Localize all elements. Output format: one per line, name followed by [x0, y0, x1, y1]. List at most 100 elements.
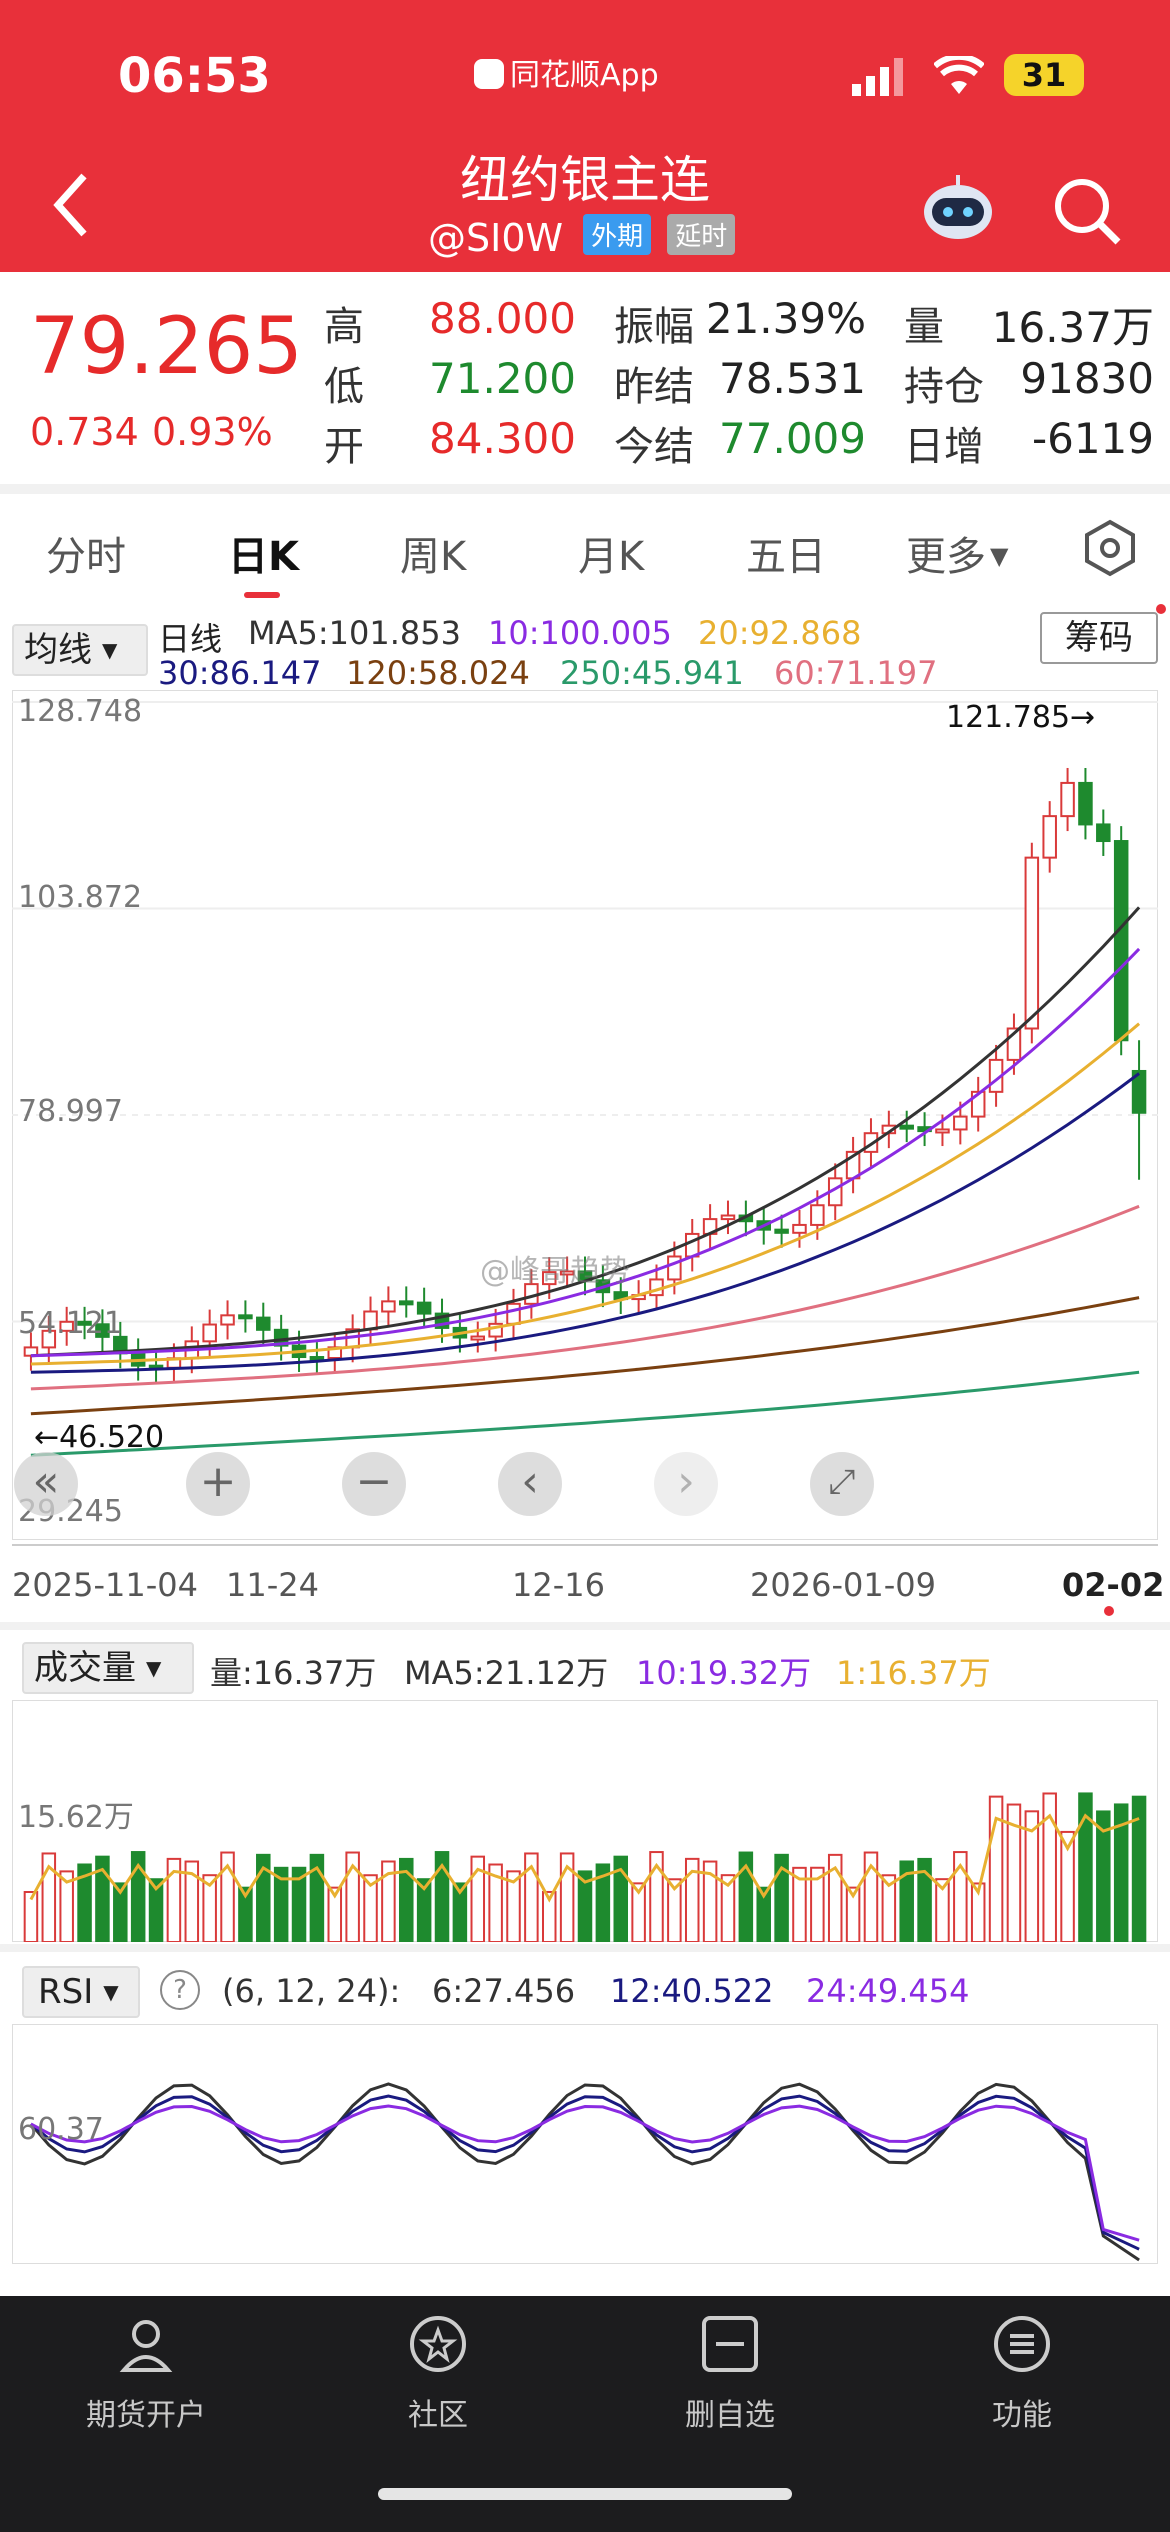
open-interest-value: 91830	[1020, 354, 1154, 403]
zoom-in-button[interactable]: +	[186, 1452, 250, 1516]
candle	[59, 1320, 74, 1332]
volume-bar	[756, 1886, 771, 1942]
tab-five-day[interactable]: 五日	[746, 534, 826, 580]
candle	[899, 1124, 914, 1130]
divider	[0, 1622, 1170, 1630]
x-axis	[12, 1544, 1158, 1546]
rsi6-line	[29, 2082, 1140, 2262]
volume-bar	[1024, 1810, 1040, 1942]
volume-bar	[291, 1866, 307, 1942]
ma30-readout: 30:86.147	[158, 654, 322, 692]
fullscreen-button[interactable]: ⤢	[810, 1452, 874, 1516]
robot-assistant-icon[interactable]	[918, 172, 998, 242]
page-title: 纽约银主连	[460, 151, 710, 209]
rsi-chart[interactable]	[12, 2024, 1158, 2264]
candle	[470, 1335, 486, 1341]
candle	[1078, 781, 1093, 826]
volume-bar	[1006, 1803, 1022, 1942]
caret-down-icon: ▼	[990, 542, 1009, 570]
caret-down-icon: ▼	[146, 1656, 162, 1680]
quote-panel: 79.265 0.734 0.93% 高 88.000 振幅 21.39% 量 …	[0, 272, 1170, 484]
tab-intraday[interactable]: 分时	[46, 534, 126, 580]
candle	[559, 1270, 575, 1276]
volume-chart[interactable]	[12, 1700, 1158, 1942]
scroll-right-button[interactable]: ›	[654, 1452, 718, 1516]
candle	[667, 1255, 682, 1281]
amplitude-value: 21.39%	[705, 294, 866, 343]
tab-weekly-k[interactable]: 周K	[400, 534, 467, 580]
candle	[792, 1223, 807, 1234]
chart-area: 均线 ▼ 日线 MA5:101.853 10:100.005 20:92.868 …	[0, 604, 1170, 2294]
candle	[720, 1214, 736, 1221]
volume-bar	[256, 1853, 271, 1942]
candle	[684, 1232, 700, 1258]
volume-bar	[1131, 1795, 1147, 1942]
tab-daily-k[interactable]: 日K	[228, 534, 299, 580]
amplitude-label: 振幅	[614, 304, 694, 350]
tag-foreign: 外期	[583, 214, 652, 255]
nav-label: 社区	[408, 2398, 468, 2433]
search-icon[interactable]	[1052, 176, 1122, 246]
volume-bar	[416, 1878, 432, 1942]
volume-bar	[309, 1853, 325, 1942]
volume-bar	[452, 1882, 468, 1942]
ma-indicator-label: 均线	[24, 630, 92, 670]
rsi12-line	[29, 2094, 1140, 2251]
open-value: 84.300	[429, 414, 576, 463]
volume-bar	[327, 1886, 343, 1942]
volume-ma5-readout: MA5:21.12万	[404, 1654, 609, 1692]
kline-series-label: 日线	[158, 620, 223, 658]
divider	[0, 1944, 1170, 1952]
candle	[1060, 781, 1075, 818]
rsi-indicator-button[interactable]: RSI ▼	[22, 1966, 140, 2018]
zoom-out-button[interactable]: −	[342, 1452, 406, 1516]
high-value: 88.000	[429, 294, 576, 343]
back-button[interactable]	[46, 170, 96, 240]
volume-indicator-button[interactable]: 成交量 ▼	[22, 1642, 194, 1694]
ma250-readout: 250:45.941	[560, 654, 744, 692]
settings-hex-icon[interactable]	[1080, 518, 1140, 578]
active-tab-indicator	[244, 592, 280, 598]
volume-bar	[470, 1855, 486, 1942]
low-marker-label: ←46.520	[34, 1420, 165, 1455]
today-settle-label: 今结	[614, 424, 694, 470]
ma60-line	[30, 1204, 1140, 1391]
volume-bar	[166, 1857, 182, 1942]
daily-change-value: -6119	[1031, 414, 1154, 463]
battery-level: 31	[1021, 56, 1067, 94]
kline-chart[interactable]	[12, 690, 1158, 1540]
volume-bar	[345, 1851, 360, 1942]
help-icon[interactable]: ?	[160, 1970, 200, 2010]
ma60-readout: 60:71.197	[774, 654, 938, 692]
ma-indicator-button[interactable]: 均线 ▼	[12, 624, 148, 676]
rsi-y-tick: 60.37	[18, 2112, 104, 2147]
volume-bar	[524, 1852, 539, 1942]
candle	[256, 1316, 271, 1331]
low-value: 71.200	[429, 354, 576, 403]
volume-ma-line	[29, 1813, 1140, 1903]
candle	[363, 1310, 378, 1331]
low-label: 低	[324, 364, 364, 410]
volume-bar	[1113, 1803, 1129, 1942]
notification-dot	[1156, 604, 1166, 614]
tab-more-label: 更多	[906, 534, 986, 580]
remove-square-icon	[700, 2314, 760, 2374]
volume-bar	[113, 1882, 128, 1942]
x-tick: 2026-01-09	[750, 1566, 936, 1604]
candle	[1096, 823, 1111, 843]
y-tick: 78.997	[18, 1094, 123, 1129]
tab-monthly-k[interactable]: 月K	[578, 534, 645, 580]
chip-distribution-button[interactable]: 筹码	[1040, 612, 1158, 664]
current-date-dot	[1104, 1606, 1114, 1616]
candle	[1024, 856, 1040, 1030]
x-tick: 02-02	[1062, 1566, 1165, 1604]
price-change-pct: 0.93%	[152, 410, 273, 454]
volume-indicator-label: 成交量	[34, 1648, 136, 1688]
ma10-line	[30, 947, 1141, 1358]
tab-more[interactable]: 更多 ▼	[906, 524, 1008, 582]
scroll-left-button[interactable]: ‹	[498, 1452, 562, 1516]
scroll-far-left-button[interactable]: «	[14, 1452, 78, 1516]
caret-down-icon: ▼	[102, 638, 118, 662]
rsi-indicator-label: RSI	[38, 1972, 94, 2012]
rsi-params: (6, 12, 24):	[222, 1972, 401, 2010]
